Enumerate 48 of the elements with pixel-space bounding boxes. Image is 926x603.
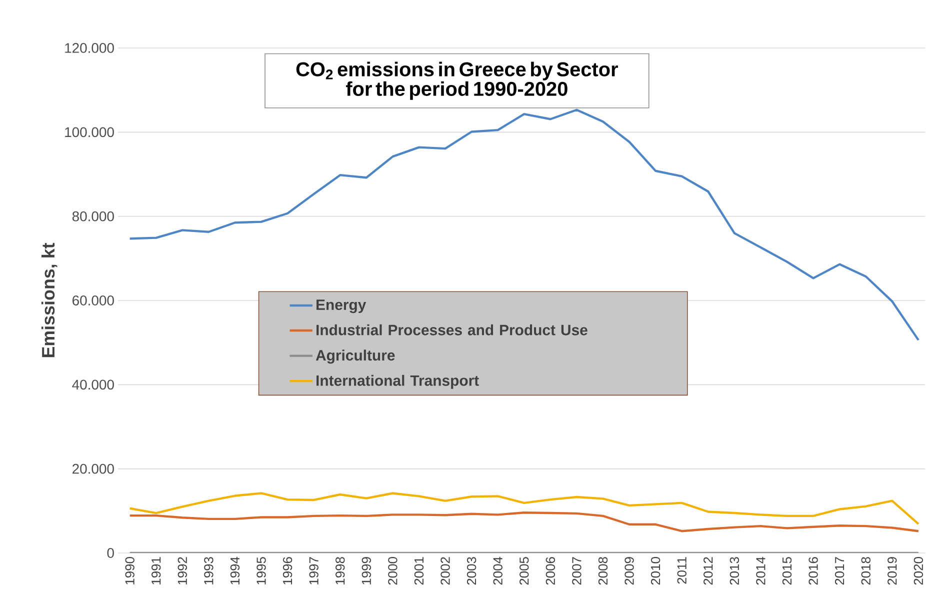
x-tick-label: 2002 bbox=[440, 557, 450, 585]
x-tick-label: 2014 bbox=[756, 556, 766, 585]
y-tick-label: 0 bbox=[107, 548, 114, 558]
x-tick-label: 2018 bbox=[861, 557, 870, 585]
x-tick-label: 1994 bbox=[230, 556, 240, 584]
y-axis-title: Emissions, kt bbox=[41, 242, 58, 358]
x-tick-label: 2011 bbox=[677, 557, 686, 584]
x-tick-label: 2010 bbox=[650, 557, 660, 585]
y-tick-label: 20.000 bbox=[72, 464, 114, 474]
line-series bbox=[128, 512, 920, 532]
y-tick-label: 100.000 bbox=[65, 127, 114, 138]
x-tick-label: 2004 bbox=[493, 556, 502, 585]
y-tick-label: 40.000 bbox=[72, 380, 114, 390]
y-tick-label: 60.000 bbox=[72, 296, 114, 306]
y-tick-label: 80.000 bbox=[72, 211, 114, 222]
legend-label: International Transport bbox=[316, 374, 479, 389]
x-tick-label: 2015 bbox=[782, 557, 792, 585]
x-tick-label: 1998 bbox=[336, 557, 345, 584]
x-tick-label: 1993 bbox=[204, 557, 214, 584]
y-tick-label: 120.000 bbox=[65, 43, 114, 53]
legend-label: Energy bbox=[316, 300, 366, 314]
x-tick-label: 1990 bbox=[125, 557, 134, 584]
x-tick-label: 2012 bbox=[704, 557, 713, 585]
x-tick-label: 2006 bbox=[546, 557, 556, 585]
x-tick-label: 2008 bbox=[598, 557, 608, 585]
x-tick-label: 2019 bbox=[888, 557, 897, 585]
x-tick-label: 2020 bbox=[914, 557, 924, 585]
legend-label: Industrial Processes and Product Use bbox=[316, 324, 588, 336]
x-tick-label: 2000 bbox=[388, 557, 398, 585]
x-tick-label: 2001 bbox=[414, 557, 424, 585]
x-tick-label: 2003 bbox=[466, 557, 476, 585]
x-tick-label: 1996 bbox=[282, 557, 292, 584]
x-tick-label: 1999 bbox=[362, 557, 371, 584]
x-tick-label: 1991 bbox=[152, 557, 161, 584]
x-tick-label: 2017 bbox=[834, 557, 844, 585]
x-tick-label: 2016 bbox=[808, 557, 818, 585]
text: for the period 1990-2020 bbox=[346, 81, 568, 100]
x-tick-label: 1995 bbox=[256, 557, 266, 584]
text: CO$_{2}$ emissions in Greece by Sector bbox=[296, 62, 618, 80]
x-tick-label: 2007 bbox=[572, 557, 582, 585]
x-tick-label: 2005 bbox=[520, 557, 529, 585]
line-series bbox=[128, 492, 920, 526]
line-series bbox=[128, 108, 920, 342]
x-tick-label: 2009 bbox=[624, 557, 634, 585]
legend-label: Agriculture bbox=[316, 350, 395, 364]
x-tick-label: 1992 bbox=[178, 557, 187, 584]
x-tick-label: 2013 bbox=[730, 557, 740, 585]
x-tick-label: 1997 bbox=[309, 557, 318, 584]
